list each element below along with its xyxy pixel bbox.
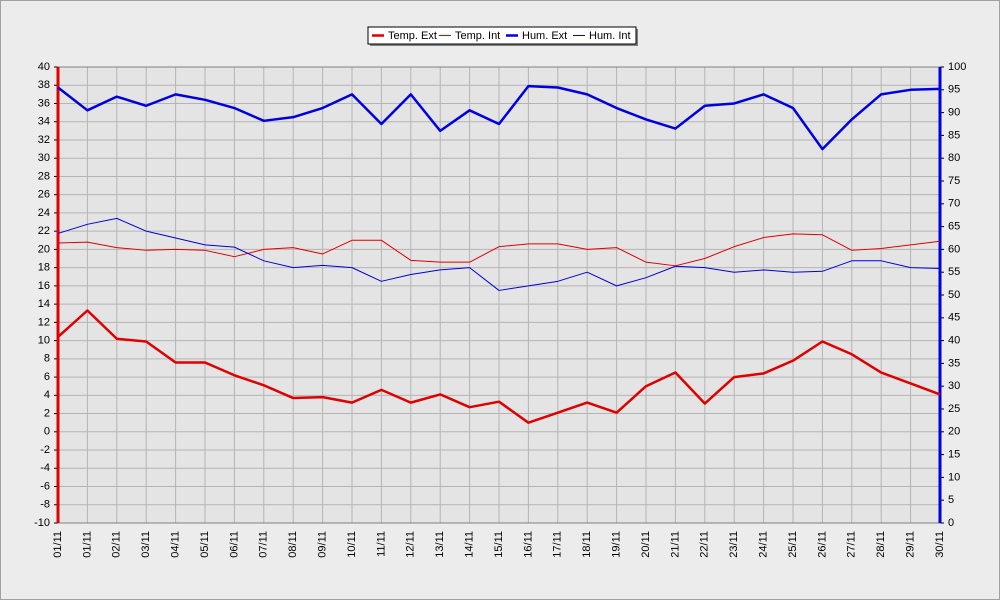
y-tick-label: 26: [38, 189, 50, 201]
y2-tick-label: 5: [948, 494, 954, 506]
x-tick-label: 17/11: [552, 531, 564, 558]
x-tick-label: 29/11: [905, 531, 917, 558]
y-tick-label: -10: [34, 517, 50, 529]
y-tick-label: 12: [38, 316, 50, 328]
y-tick-label: 30: [38, 152, 50, 164]
y2-tick-label: 75: [948, 175, 960, 187]
x-tick-label: 05/11: [199, 531, 211, 558]
x-tick-label: 12/11: [405, 531, 417, 558]
x-tick-label: 21/11: [669, 531, 681, 558]
y-tick-label: 2: [44, 407, 50, 419]
y2-tick-label: 40: [948, 335, 960, 347]
y-tick-label: 4: [44, 389, 50, 401]
y-tick-label: 22: [38, 225, 50, 237]
x-tick-label: 24/11: [758, 531, 770, 558]
y-tick-label: 14: [38, 298, 50, 310]
y2-tick-label: 80: [948, 152, 960, 164]
y2-tick-label: 25: [948, 403, 960, 415]
y-tick-label: 28: [38, 170, 50, 182]
y-tick-label: 20: [38, 243, 50, 255]
y-tick-label: 6: [44, 371, 50, 383]
line: [57, 233, 941, 267]
legend-label: Temp. Int: [455, 30, 500, 42]
y2-tick-label: 90: [948, 107, 960, 119]
x-tick-label: 08/11: [287, 531, 299, 558]
y-tick-label: 34: [38, 116, 50, 128]
legend-label: Temp. Ext: [388, 30, 437, 42]
x-tick-label: 20/11: [640, 531, 652, 558]
x-tick-label: 04/11: [170, 531, 182, 558]
legend: Temp. Ext Temp. Int Hum. Ext Hum. Int: [367, 26, 638, 46]
line: [57, 217, 941, 291]
x-tick-label: 22/11: [699, 531, 711, 558]
y2-tick-label: 30: [948, 380, 960, 392]
line: [57, 84, 941, 151]
x-tick-label: 03/11: [140, 531, 152, 558]
line: [57, 309, 941, 424]
y2-tick-label: 70: [948, 198, 960, 210]
y2-tick-label: 0: [948, 517, 954, 529]
x-tick-label: 15/11: [493, 531, 505, 558]
y-tick-label: -2: [40, 444, 50, 456]
y-tick-label: -4: [40, 462, 50, 474]
y-tick-label: -6: [40, 480, 50, 492]
y2-tick-label: 50: [948, 289, 960, 301]
y2-tick-label: 65: [948, 221, 960, 233]
y2-tick-label: 10: [948, 471, 960, 483]
y2-tick-label: 95: [948, 84, 960, 96]
y2-tick-label: 35: [948, 357, 960, 369]
y-tick-label: 10: [38, 335, 50, 347]
x-tick-label: 30/11: [934, 531, 946, 558]
y2-tick-label: 55: [948, 266, 960, 278]
x-tick-label: 01/11: [52, 531, 64, 558]
y2-tick-label: 45: [948, 312, 960, 324]
x-tick-label: 19/11: [611, 531, 623, 558]
legend-box: [367, 26, 637, 45]
x-tick-label: 14/11: [464, 531, 476, 558]
x-tick-label: 16/11: [522, 531, 534, 558]
x-tick-label: 09/11: [317, 531, 329, 558]
legend-label: Hum. Ext: [522, 30, 567, 42]
y2-tick-label: 60: [948, 243, 960, 255]
y-tick-label: 16: [38, 280, 50, 292]
x-tick-label: 06/11: [228, 531, 240, 558]
x-tick-label: 28/11: [875, 531, 887, 558]
y-tick-label: 18: [38, 262, 50, 274]
x-tick-label: 10/11: [346, 531, 358, 558]
legend-label: Hum. Int: [589, 30, 631, 42]
y-tick-label: 0: [44, 426, 50, 438]
x-tick-label: 07/11: [258, 531, 270, 558]
y2-tick-label: 15: [948, 449, 960, 461]
x-tick-label: 23/11: [728, 531, 740, 558]
x-tick-label: 01/11: [81, 531, 93, 558]
x-tick-label: 02/11: [111, 531, 123, 558]
y2-tick-label: 85: [948, 129, 960, 141]
y-tick-label: -8: [40, 499, 50, 511]
y-tick-label: 38: [38, 79, 50, 91]
y-tick-label: 36: [38, 97, 50, 109]
x-tick-label: 26/11: [816, 531, 828, 558]
y-tick-label: 24: [38, 207, 50, 219]
x-tick-label: 18/11: [581, 531, 593, 558]
y-tick-label: 8: [44, 353, 50, 365]
y2-tick-label: 20: [948, 426, 960, 438]
y2-tick-label: 100: [948, 61, 966, 73]
x-tick-label: 25/11: [787, 531, 799, 558]
x-tick-label: 13/11: [434, 531, 446, 558]
y-tick-label: 32: [38, 134, 50, 146]
x-tick-label: 27/11: [846, 531, 858, 558]
x-tick-label: 11/11: [375, 531, 387, 557]
y-tick-label: 40: [38, 61, 50, 73]
